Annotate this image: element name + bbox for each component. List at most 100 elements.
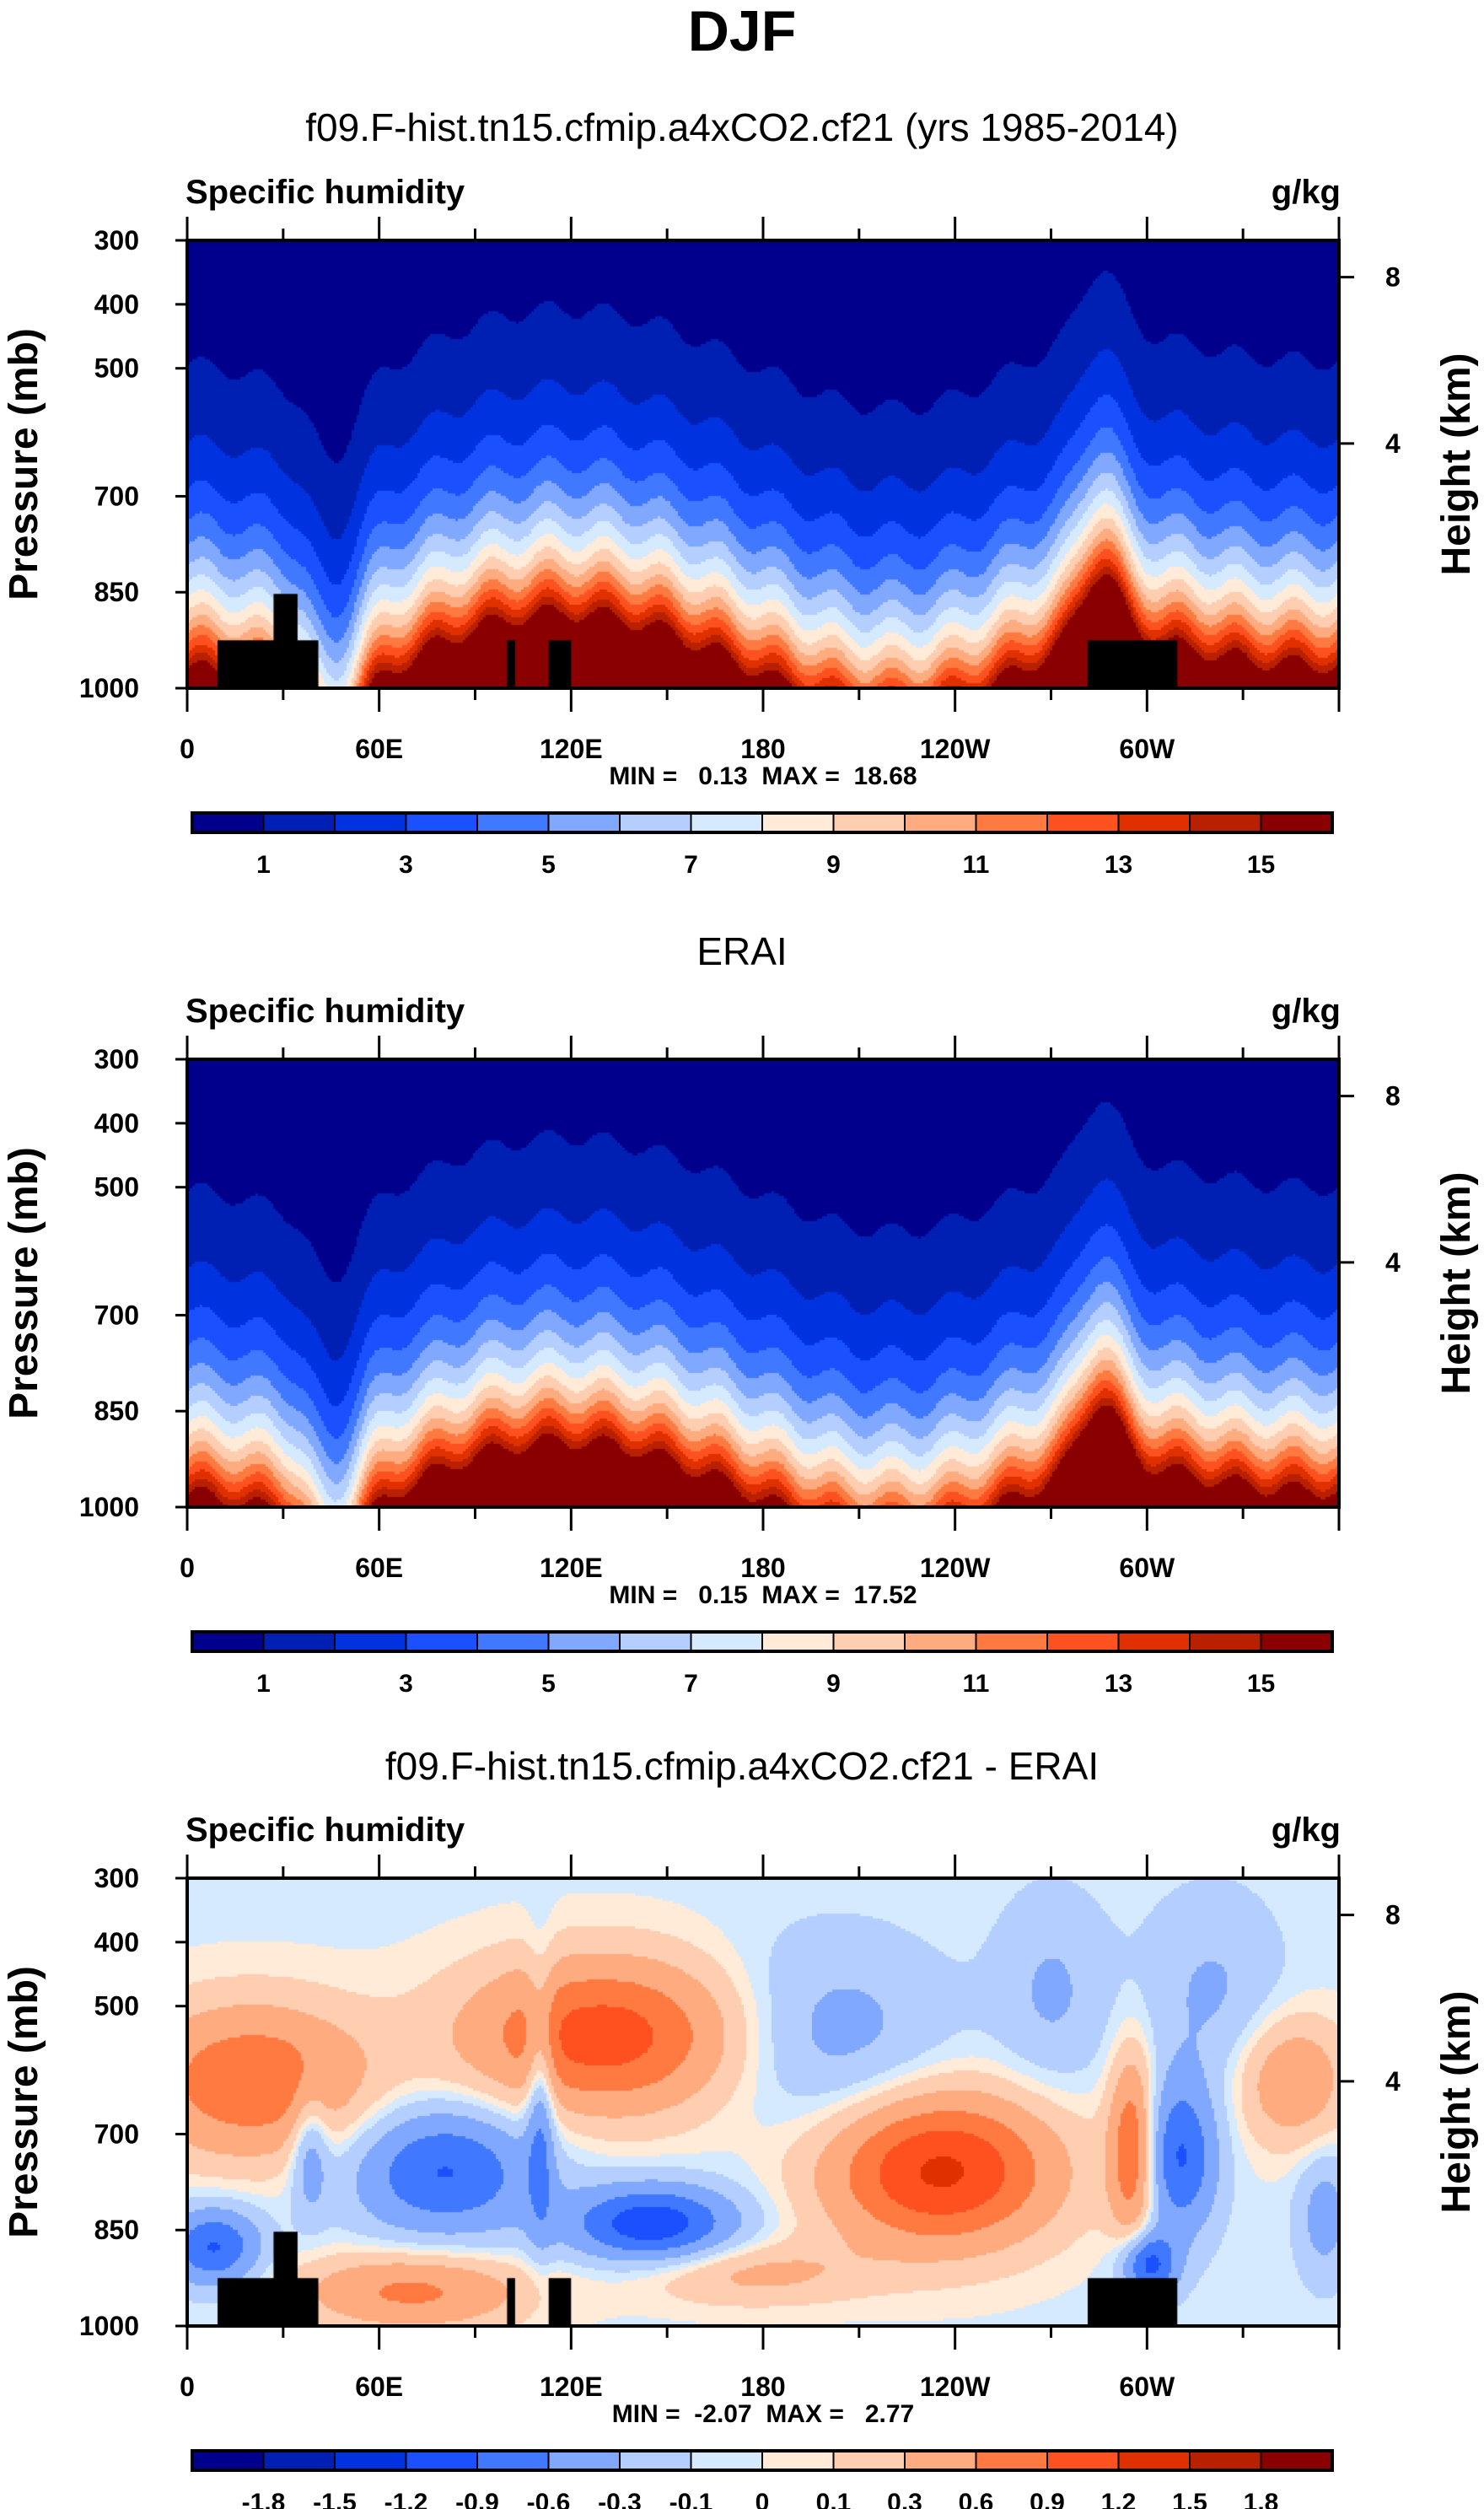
colorbar-box [904,1631,977,1652]
right-y-axis-title: Height (km) [1434,1172,1479,1395]
colorbar-box [1189,2450,1262,2471]
panel-title: f09.F-hist.tn15.cfmip.a4xCO2.cf21 (yrs 1… [305,105,1178,149]
colorbar-box [476,2450,550,2471]
colorbar-box [547,1631,621,1652]
y-tick-label: 1000 [79,673,139,703]
right-y-axis-title: Height (km) [1434,353,1479,576]
colorbar-label: 13 [1105,1670,1132,1698]
colorbar-box [619,2450,692,2471]
x-tick-label: 60E [355,1553,403,1583]
colorbar-box [1046,2450,1120,2471]
y-axis-title: Pressure (mb) [2,328,46,600]
colorbar-label: 13 [1105,851,1132,879]
colorbar-box [476,812,550,833]
y-tick-label: 400 [94,289,139,320]
colorbar-label: 0.6 [959,2489,994,2509]
colorbar-label: 3 [399,1670,413,1698]
colorbar-box [1117,2450,1191,2471]
colorbar-box [619,1631,692,1652]
colorbar-label: -0.3 [598,2489,642,2509]
colorbar-label: 11 [963,1670,990,1698]
colorbar-label: -0.6 [527,2489,571,2509]
right-y-tick-label: 4 [1385,1247,1401,1278]
colorbar-box [761,1631,835,1652]
colorbar-box [547,812,621,833]
left-string: Specific humidity [186,1812,465,1849]
colorbar-box [904,812,977,833]
y-tick-label: 500 [94,1172,139,1203]
colorbar-box [262,812,336,833]
y-axis-title: Pressure (mb) [2,1966,46,2238]
colorbar-box [405,1631,478,1652]
right-y-tick-label: 8 [1385,1081,1401,1112]
left-string: Specific humidity [186,993,465,1030]
panel-title: ERAI [696,929,787,973]
colorbar-box [904,2450,977,2471]
y-tick-label: 400 [94,1108,139,1139]
x-tick-label: 60E [355,2372,403,2402]
units-label: g/kg [1272,174,1341,211]
colorbar-box [1260,1631,1333,1652]
panel-difference-contour-fill [187,1878,1339,2326]
figure-title: DJF [688,0,796,63]
right-y-tick-label: 4 [1385,428,1401,459]
y-tick-label: 500 [94,353,139,384]
colorbar-label: 11 [963,851,990,879]
colorbar-box [1189,1631,1262,1652]
panel-erai-contour-fill [187,1059,1339,1507]
colorbar-label: 15 [1247,851,1275,879]
colorbar-label: 15 [1247,1670,1275,1698]
colorbar-box [1189,812,1262,833]
y-tick-label: 300 [94,1044,139,1074]
colorbar-box [1260,812,1333,833]
colorbar-box [975,1631,1048,1652]
min-max-label: MIN = 0.15 MAX = 17.52 [609,1581,917,1609]
x-tick-label: 60W [1119,1553,1175,1583]
right-y-tick-label: 8 [1385,1900,1401,1930]
colorbar-label: 1.2 [1101,2489,1137,2509]
y-axis-title: Pressure (mb) [2,1147,46,1419]
colorbar-label: 1 [256,1670,271,1698]
y-tick-label: 300 [94,225,139,256]
x-tick-label: 180 [740,1553,785,1583]
colorbar-box [191,812,265,833]
colorbar-label: -0.1 [669,2489,713,2509]
colorbar-box [761,812,835,833]
colorbar-box [405,2450,478,2471]
colorbar-box [334,2450,407,2471]
colorbar-label: 1 [256,851,271,879]
y-tick-label: 1000 [79,1492,139,1522]
colorbar-box [690,1631,763,1652]
colorbar-box [619,812,692,833]
panel-title: f09.F-hist.tn15.cfmip.a4xCO2.cf21 - ERAI [385,1744,1099,1788]
colorbar-box [690,812,763,833]
left-string: Specific humidity [186,174,465,211]
right-y-tick-label: 4 [1385,2066,1401,2097]
colorbar-box [832,2450,906,2471]
x-tick-label: 120W [920,734,991,764]
colorbar-box [975,2450,1048,2471]
x-tick-label: 180 [740,2372,785,2402]
colorbar-label: -0.9 [455,2489,499,2509]
colorbar-label: 7 [684,851,698,879]
colorbar-label: 9 [826,851,841,879]
colorbar-box [476,1631,550,1652]
colorbar-box [1117,1631,1191,1652]
colorbar-box [262,2450,336,2471]
x-tick-label: 120E [540,734,603,764]
colorbar-frame [191,811,1334,834]
colorbar-label: 5 [541,851,556,879]
colorbar-box [334,812,407,833]
colorbar-box [1046,1631,1120,1652]
colorbar-box [191,1631,265,1652]
colorbar-box [1260,2450,1333,2471]
x-tick-label: 120W [920,1553,991,1583]
colorbar-label: 0.3 [887,2489,922,2509]
x-tick-label: 120W [920,2372,991,2402]
colorbar-box [832,1631,906,1652]
colorbar-box [690,2450,763,2471]
y-tick-label: 700 [94,1300,139,1330]
colorbar-box [547,2450,621,2471]
